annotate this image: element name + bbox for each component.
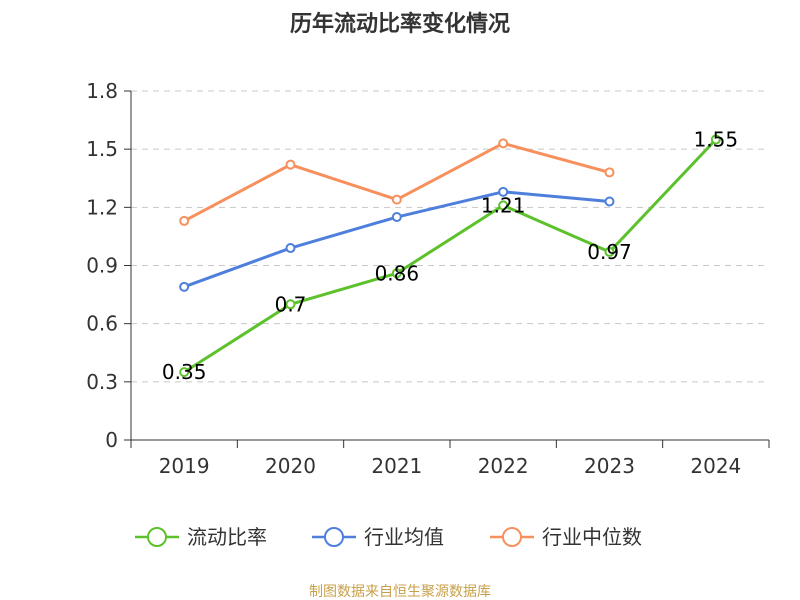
data-point bbox=[179, 367, 190, 378]
y-tick-label: 1.5 bbox=[86, 137, 118, 161]
y-tick-label: 0.9 bbox=[86, 254, 118, 278]
source-note: 制图数据来自恒生聚源数据库 bbox=[309, 584, 491, 600]
data-label: 0.86 bbox=[375, 261, 420, 285]
data-point bbox=[604, 167, 615, 178]
x-tick-label: 2019 bbox=[159, 454, 210, 478]
x-tick-label: 2022 bbox=[478, 454, 529, 478]
data-point bbox=[498, 200, 509, 211]
legend-item[interactable]: 行业中位数 bbox=[490, 525, 642, 549]
x-tick-label: 2021 bbox=[371, 454, 422, 478]
y-tick-label: 0 bbox=[105, 428, 118, 452]
chart-title: 历年流动比率变化情况 bbox=[290, 11, 510, 37]
data-point bbox=[391, 194, 402, 205]
series bbox=[179, 134, 721, 378]
x-tick-label: 2020 bbox=[265, 454, 316, 478]
data-point bbox=[604, 246, 615, 257]
data-label: 1.55 bbox=[694, 127, 739, 151]
data-point bbox=[498, 186, 509, 197]
data-point bbox=[179, 281, 190, 292]
data-point bbox=[604, 196, 615, 207]
data-label: 0.35 bbox=[162, 360, 207, 384]
data-point bbox=[285, 243, 296, 254]
legend-marker-icon bbox=[502, 527, 522, 547]
data-point bbox=[391, 268, 402, 279]
y-tick-label: 0.6 bbox=[86, 312, 118, 336]
grid bbox=[131, 90, 769, 383]
data-point bbox=[179, 215, 190, 226]
legend: 流动比率 行业均值 行业中位数 bbox=[135, 525, 642, 549]
data-point bbox=[498, 138, 509, 149]
data-label: 1.21 bbox=[481, 193, 526, 217]
legend-marker-icon bbox=[147, 527, 167, 547]
y-tick-label: 1.8 bbox=[86, 79, 118, 103]
data-point bbox=[391, 212, 402, 223]
legend-marker-icon bbox=[324, 527, 344, 547]
series-line bbox=[182, 137, 718, 374]
data-labels: 0.35 0.7 0.86 1.21 0.97 1.55 bbox=[162, 127, 738, 384]
axes: 0 0.3 0.6 0.9 1.2 1.5 1.8 2019 2020 2021 2022 2023 2… bbox=[86, 79, 770, 478]
y-tick-label: 1.2 bbox=[86, 195, 118, 219]
data-point bbox=[285, 299, 296, 310]
data-label: 0.97 bbox=[587, 240, 632, 264]
x-tick-label: 2024 bbox=[690, 454, 741, 478]
series-line bbox=[182, 141, 611, 223]
legend-item[interactable]: 行业均值 bbox=[312, 525, 444, 549]
legend-label: 行业均值 bbox=[364, 525, 444, 549]
x-tick-label: 2023 bbox=[584, 454, 635, 478]
legend-label: 流动比率 bbox=[187, 525, 267, 549]
data-point bbox=[710, 134, 721, 145]
data-label: 0.7 bbox=[275, 292, 307, 316]
legend-label: 行业中位数 bbox=[542, 525, 642, 549]
data-point bbox=[285, 159, 296, 170]
legend-item[interactable]: 流动比率 bbox=[135, 525, 267, 549]
y-tick-label: 0.3 bbox=[86, 370, 118, 394]
